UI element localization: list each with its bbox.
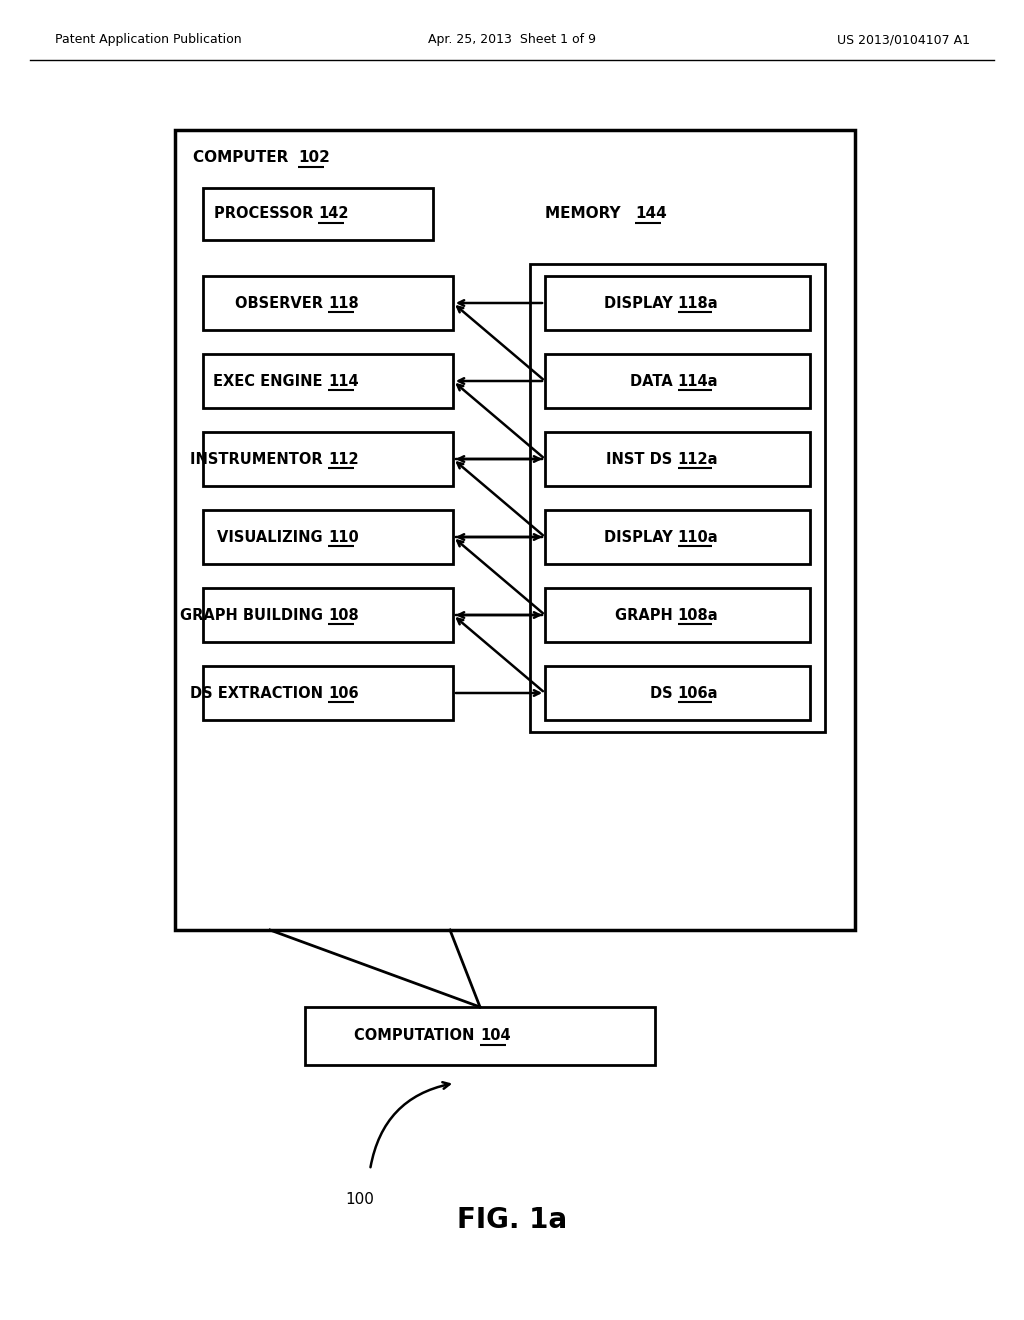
Bar (203, 667, 453, 719)
Text: 110: 110 (328, 529, 358, 544)
Text: 114a: 114a (678, 374, 718, 388)
Text: DS EXTRACTION: DS EXTRACTION (189, 685, 328, 701)
Text: DISPLAY: DISPLAY (603, 529, 678, 544)
Text: COMPUTATION: COMPUTATION (354, 1028, 480, 1044)
Text: 118a: 118a (678, 296, 718, 310)
Text: Patent Application Publication: Patent Application Publication (55, 33, 242, 46)
Text: 100: 100 (345, 1192, 375, 1206)
Text: VISUALIZING: VISUALIZING (217, 529, 328, 544)
Text: 118: 118 (328, 296, 358, 310)
Bar (203, 510, 453, 564)
Text: PROCESSOR: PROCESSOR (213, 206, 318, 222)
Text: MEMORY: MEMORY (545, 206, 626, 222)
Text: 114: 114 (328, 374, 358, 388)
Bar (530, 264, 825, 733)
Text: 104: 104 (480, 1028, 511, 1044)
Text: 144: 144 (635, 206, 667, 222)
Text: GRAPH: GRAPH (614, 607, 678, 623)
Bar (203, 432, 453, 486)
Bar (203, 354, 453, 408)
Text: OBSERVER: OBSERVER (234, 296, 328, 310)
Bar (305, 1007, 655, 1065)
Bar (203, 187, 433, 240)
Text: 108: 108 (328, 607, 358, 623)
Bar (545, 510, 810, 564)
Bar (203, 587, 453, 642)
Bar (545, 354, 810, 408)
Text: GRAPH BUILDING: GRAPH BUILDING (180, 607, 328, 623)
Bar (545, 432, 810, 486)
Text: DISPLAY: DISPLAY (603, 296, 678, 310)
Text: DATA: DATA (630, 374, 678, 388)
Text: 112a: 112a (678, 451, 718, 466)
Text: 110a: 110a (678, 529, 718, 544)
Text: 112: 112 (328, 451, 358, 466)
Text: INST DS: INST DS (606, 451, 678, 466)
Text: 106: 106 (328, 685, 358, 701)
Text: Apr. 25, 2013  Sheet 1 of 9: Apr. 25, 2013 Sheet 1 of 9 (428, 33, 596, 46)
Text: DS: DS (650, 685, 678, 701)
Text: FIG. 1a: FIG. 1a (457, 1206, 567, 1234)
Text: COMPUTER: COMPUTER (193, 150, 294, 165)
Bar (545, 276, 810, 330)
Text: INSTRUMENTOR: INSTRUMENTOR (190, 451, 328, 466)
Bar (175, 129, 855, 931)
Bar (545, 667, 810, 719)
Text: 142: 142 (318, 206, 348, 222)
Text: 106a: 106a (678, 685, 718, 701)
Text: US 2013/0104107 A1: US 2013/0104107 A1 (837, 33, 970, 46)
Text: 102: 102 (298, 150, 330, 165)
Text: 108a: 108a (678, 607, 718, 623)
Bar (545, 587, 810, 642)
Text: EXEC ENGINE: EXEC ENGINE (213, 374, 328, 388)
Bar (203, 276, 453, 330)
